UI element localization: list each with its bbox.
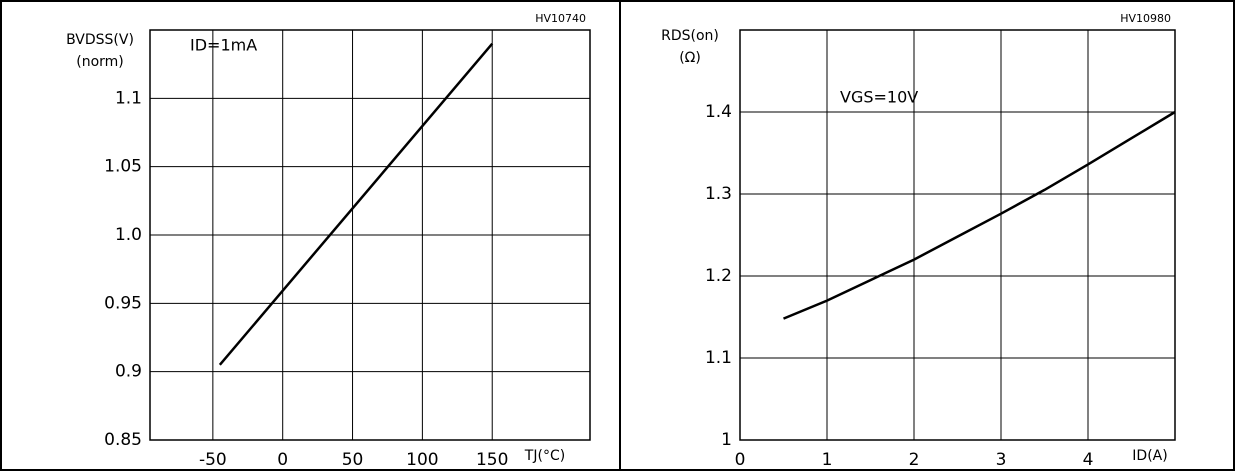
y-tick-label: 1.05 — [104, 157, 142, 177]
x-tick-label: 150 — [476, 450, 508, 470]
y-tick-label: 1.1 — [115, 88, 142, 108]
y-tick-label: 1.4 — [705, 102, 732, 122]
x-tick-label: 1 — [822, 450, 833, 470]
x-tick-label: 2 — [909, 450, 920, 470]
y-tick-label: 0.95 — [104, 293, 142, 313]
data-line — [783, 110, 1176, 320]
x-axis-label: TJ(°C) — [524, 448, 565, 464]
annotation: ID=1mA — [190, 36, 257, 55]
y-axis-unit: (Ω) — [679, 50, 701, 66]
data-line — [218, 42, 494, 366]
annotation: VGS=10V — [840, 88, 918, 107]
x-tick-label: 100 — [406, 450, 438, 470]
x-tick-label: 50 — [342, 450, 364, 470]
x-tick-label: 4 — [1083, 450, 1094, 470]
x-tick-label: 0 — [735, 450, 746, 470]
y-tick-label: 1.2 — [705, 266, 732, 286]
y-tick-label: 1.1 — [705, 348, 732, 368]
y-axis-unit: (norm) — [76, 54, 124, 70]
x-axis-label: ID(A) — [1132, 448, 1167, 464]
y-axis-label: BVDSS(V) — [66, 32, 134, 48]
y-tick-label: 0.85 — [104, 430, 142, 450]
y-axis-label: RDS(on) — [661, 28, 719, 44]
y-tick-label: 0.9 — [115, 362, 142, 382]
figure-id: HV10740 — [535, 12, 586, 25]
plot-area — [739, 29, 1176, 441]
y-tick-label: 1.0 — [115, 225, 142, 245]
x-tick-label: 3 — [996, 450, 1007, 470]
y-tick-label: 1.3 — [705, 184, 732, 204]
x-tick-label: 0 — [277, 450, 288, 470]
y-tick-label: 1 — [721, 430, 732, 450]
x-tick-label: -50 — [199, 450, 227, 470]
figure-id: HV10980 — [1120, 12, 1171, 25]
